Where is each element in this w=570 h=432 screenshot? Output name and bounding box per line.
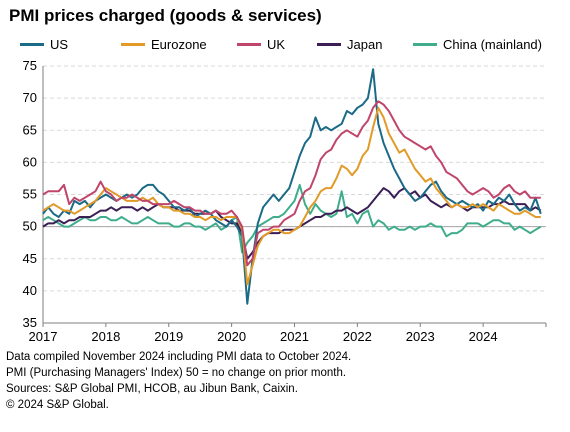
legend-item: China (mainland) — [413, 37, 542, 52]
footnote-data-compiled: Data compiled November 2024 including PM… — [6, 351, 352, 363]
legend-item: US — [20, 37, 68, 52]
x-tick-label: 2020 — [217, 329, 246, 344]
chart-title: PMI prices charged (goods & services) — [9, 6, 322, 25]
legend-item: UK — [237, 37, 285, 52]
series-line-uk — [42, 100, 541, 267]
y-tick-label: 70 — [23, 90, 37, 105]
legend-item: Eurozone — [121, 37, 207, 52]
y-tick-label: 45 — [23, 251, 37, 266]
footnote-copyright: © 2024 S&P Global. — [6, 399, 109, 411]
legend-item: Japan — [317, 37, 382, 52]
y-tick-label: 75 — [23, 58, 37, 73]
footnote-pmi-definition: PMI (Purchasing Managers' Index) 50 = no… — [6, 367, 347, 379]
y-tick-label: 60 — [23, 154, 37, 169]
x-tick-label: 2023 — [406, 329, 435, 344]
legend-swatch — [20, 43, 44, 46]
y-tick-label: 35 — [23, 315, 37, 330]
x-tick-label: 2017 — [29, 329, 58, 344]
y-tick-label: 40 — [23, 283, 37, 298]
legend-label: Eurozone — [151, 37, 207, 52]
footnote-sources: Sources: S&P Global PMI, HCOB, au Jibun … — [6, 383, 298, 395]
chart-footnotes: Data compiled November 2024 including PM… — [6, 349, 351, 413]
x-tick-label: 2021 — [280, 329, 309, 344]
legend-label: China (mainland) — [443, 37, 542, 52]
legend-swatch — [317, 43, 341, 46]
y-tick-label: 50 — [23, 219, 37, 234]
legend-label: US — [50, 37, 69, 52]
legend-swatch — [121, 43, 145, 46]
x-tick-label: 2018 — [91, 329, 120, 344]
x-tick-label: 2019 — [154, 329, 183, 344]
y-tick-label: 65 — [23, 122, 37, 137]
legend-label: Japan — [347, 37, 383, 52]
legend-label: UK — [267, 37, 286, 52]
legend-swatch — [237, 43, 261, 46]
x-tick-label: 2022 — [343, 329, 372, 344]
legend-swatch — [413, 43, 437, 46]
series-line-us — [42, 68, 542, 305]
series-line-china-mainland — [42, 183, 542, 254]
chart-legend: US Eurozone UK Japan China (mainland) — [20, 37, 560, 55]
y-tick-label: 55 — [23, 187, 37, 202]
series-line-eurozone — [42, 106, 541, 286]
x-tick-label: 2024 — [469, 329, 498, 344]
